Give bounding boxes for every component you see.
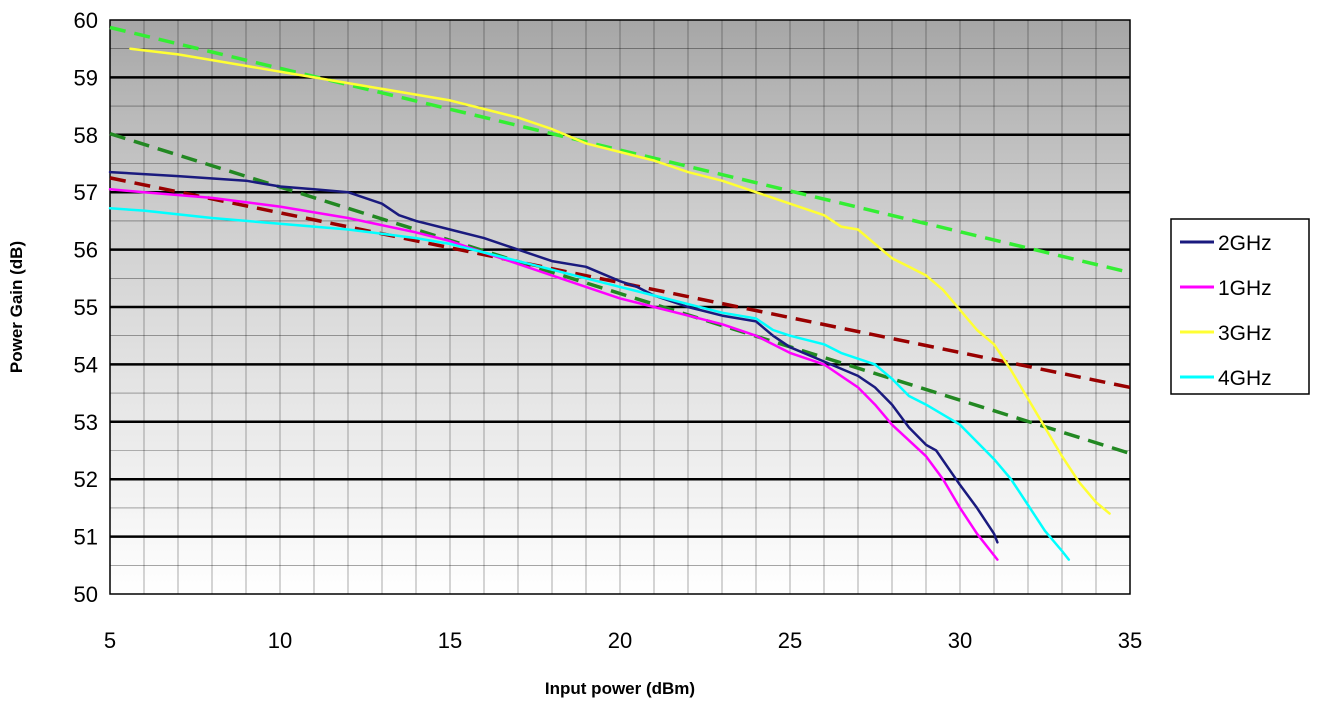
- legend: 2GHz 1GHz 3GHz 4GHz: [1170, 218, 1310, 395]
- plot-border: [109, 19, 1131, 595]
- x-tick-labels: 5 10 15 20 25 30 35: [104, 628, 1142, 653]
- y-tick-label: 57: [74, 180, 98, 205]
- x-tick-label: 15: [438, 628, 462, 653]
- legend-label: 4GHz: [1218, 367, 1272, 390]
- y-tick-label: 52: [74, 467, 98, 492]
- y-tick-label: 53: [74, 410, 98, 435]
- x-tick-label: 5: [104, 628, 116, 653]
- y-tick-label: 50: [74, 582, 98, 607]
- legend-label: 2GHz: [1218, 232, 1272, 255]
- legend-box: [1170, 218, 1310, 395]
- y-tick-label: 54: [74, 352, 98, 377]
- y-tick-label: 55: [74, 295, 98, 320]
- x-tick-label: 25: [778, 628, 802, 653]
- y-tick-label: 58: [74, 123, 98, 148]
- series-line: [108, 207, 1071, 561]
- x-tick-label: 10: [268, 628, 292, 653]
- legend-label: 1GHz: [1218, 277, 1272, 300]
- y-tick-label: 51: [74, 525, 98, 550]
- major-grid: [110, 76, 1130, 538]
- series-line: [129, 47, 1111, 515]
- x-tick-label: 20: [608, 628, 632, 653]
- x-tick-label: 35: [1118, 628, 1142, 653]
- y-tick-label: 60: [74, 8, 98, 33]
- x-axis-title: Input power (dBm): [545, 679, 695, 698]
- series-line: [108, 170, 999, 544]
- series-line: [108, 188, 999, 561]
- y-tick-label: 56: [74, 238, 98, 263]
- y-tick-labels: 50 51 52 53 54 55 56 57 58 59 60: [74, 8, 98, 607]
- x-tick-label: 30: [948, 628, 972, 653]
- y-tick-label: 59: [74, 65, 98, 90]
- y-axis-title: Power Gain (dB): [7, 241, 26, 373]
- legend-label: 3GHz: [1218, 322, 1272, 345]
- series-layer: [108, 25, 1131, 561]
